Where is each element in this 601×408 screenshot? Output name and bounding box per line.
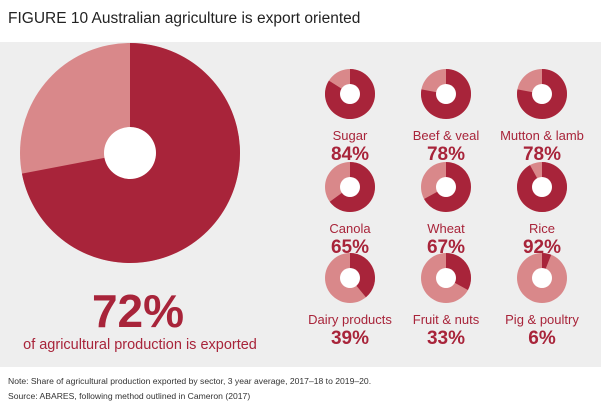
sugar-donut-hole	[340, 84, 360, 104]
wheat-name-label: Wheat	[427, 221, 465, 236]
rice-value-label: 92%	[523, 237, 561, 258]
fruit-nuts-donut-hole	[436, 268, 456, 288]
total-donut-hole	[104, 127, 156, 179]
wheat-donut-hole	[436, 177, 456, 197]
fruit-nuts-name-label: Fruit & nuts	[413, 312, 480, 327]
chart-panel: 72% of agricultural production is exporte…	[0, 42, 601, 367]
dairy-products-donut-hole	[340, 268, 360, 288]
beef-veal-value-label: 78%	[427, 144, 465, 165]
total-caption: of agricultural production is exported	[23, 337, 257, 353]
canola-value-label: 65%	[331, 237, 369, 258]
beef-veal-name-label: Beef & veal	[413, 128, 480, 143]
fruit-nuts-value-label: 33%	[427, 328, 465, 349]
beef-veal-donut-hole	[436, 84, 456, 104]
dairy-products-value-label: 39%	[331, 328, 369, 349]
pig-poultry-donut-hole	[532, 268, 552, 288]
chart-source: Source: ABARES, following method outline…	[8, 391, 251, 401]
dairy-products-exported-slice	[350, 253, 376, 298]
dairy-products-name-label: Dairy products	[308, 312, 392, 327]
donut-chart: 72%of agricultural production is exporte…	[20, 43, 584, 353]
chart-note: Note: Share of agricultural production e…	[8, 376, 372, 386]
mutton-lamb-name-label: Mutton & lamb	[500, 128, 584, 143]
pig-poultry-value-label: 6%	[528, 328, 556, 349]
wheat-value-label: 67%	[427, 237, 465, 258]
mutton-lamb-value-label: 78%	[523, 144, 561, 165]
mutton-lamb-donut-hole	[532, 84, 552, 104]
figure-title: FIGURE 10 Australian agriculture is expo…	[8, 10, 361, 27]
rice-name-label: Rice	[529, 221, 555, 236]
canola-donut-hole	[340, 177, 360, 197]
canola-name-label: Canola	[329, 221, 371, 236]
total-value-label: 72%	[92, 285, 184, 337]
sugar-value-label: 84%	[331, 144, 369, 165]
sugar-name-label: Sugar	[333, 128, 368, 143]
rice-donut-hole	[532, 177, 552, 197]
pig-poultry-name-label: Pig & poultry	[505, 312, 579, 327]
